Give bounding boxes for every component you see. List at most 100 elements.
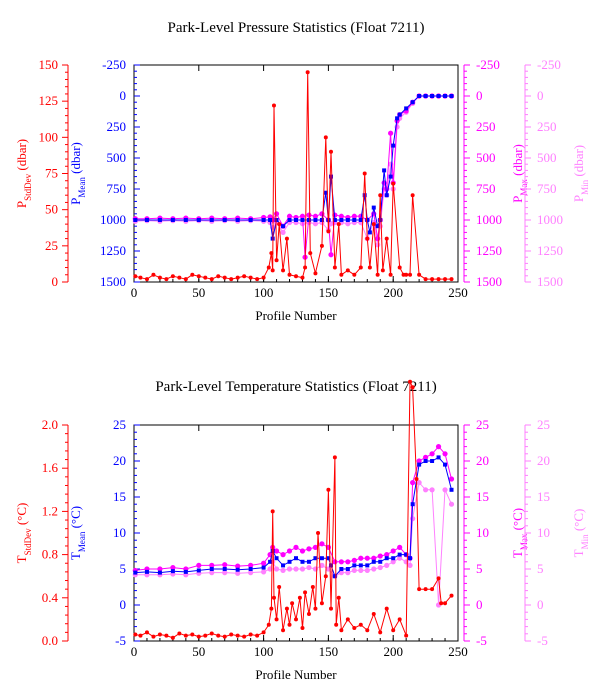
mean-point	[443, 94, 448, 98]
min-tick-label: 5	[537, 561, 544, 576]
max-tick-label: -5	[476, 633, 487, 648]
min-point	[248, 570, 254, 576]
plot-frame	[133, 424, 459, 642]
mean-point	[196, 218, 201, 222]
stddev-tick-label: 150	[39, 57, 59, 72]
min-point	[261, 569, 267, 575]
stddev-point	[290, 601, 295, 606]
mean-point	[371, 205, 376, 210]
stddev-point	[261, 275, 266, 280]
min-point	[423, 487, 429, 493]
mean-point	[323, 190, 328, 195]
stddev-point	[378, 193, 383, 198]
max-point	[332, 559, 338, 565]
stddev-point	[410, 385, 415, 390]
stddev-axis-label: PStdDev (dbar)	[14, 139, 33, 208]
min-tick-label: 750	[537, 181, 557, 196]
mean-point	[345, 567, 350, 571]
min-point	[293, 566, 299, 572]
min-point	[384, 562, 390, 569]
max-point	[209, 562, 215, 569]
stddev-point	[281, 628, 286, 633]
mean-point	[408, 556, 413, 561]
x-tick-label: 200	[383, 285, 403, 300]
mean-point	[410, 100, 415, 105]
max-point	[196, 562, 202, 569]
max-point	[390, 548, 396, 554]
stddev-point	[430, 587, 435, 592]
min-point	[448, 501, 455, 507]
mean-point	[365, 218, 370, 222]
stddev-point	[255, 633, 260, 638]
stddev-point	[157, 275, 162, 280]
mean-point	[326, 556, 331, 561]
stddev-point	[380, 268, 385, 273]
x-tick-label: 150	[319, 285, 339, 300]
max-point	[338, 213, 344, 219]
stddev-point	[270, 268, 275, 273]
mean-point	[274, 218, 279, 222]
max-point	[410, 480, 416, 486]
max-axis-label-unit: (°C)	[510, 508, 525, 534]
stddev-point	[328, 149, 333, 154]
max-point	[351, 557, 357, 563]
max-axis-label-sub: Max	[519, 179, 529, 196]
mean-axis-label-sub: Mean	[77, 531, 87, 552]
mean-point	[268, 218, 273, 222]
min-tick-label: -250	[537, 57, 561, 72]
min-axis-label-unit: (dbar)	[571, 145, 586, 180]
stddev-point	[261, 630, 266, 635]
stddev-point	[371, 222, 376, 227]
stddev-point	[294, 617, 298, 622]
max-point	[286, 548, 293, 554]
min-point	[338, 570, 344, 576]
min-tick-label: 0	[537, 597, 544, 612]
mean-point	[352, 563, 357, 568]
x-tick-label: 250	[448, 644, 468, 659]
min-tick-label: 500	[537, 150, 557, 165]
stddev-point	[410, 193, 415, 198]
stddev-point	[316, 531, 321, 535]
x-tick-label: 100	[254, 285, 274, 300]
min-point	[345, 221, 351, 227]
stddev-point	[235, 633, 240, 638]
mean-point	[300, 218, 305, 222]
mean-axis-label-unit: (°C)	[68, 506, 83, 532]
mean-point	[196, 568, 201, 573]
stddev-point	[336, 595, 341, 600]
mean-point	[397, 552, 402, 557]
stddev-point	[449, 593, 454, 598]
min-point	[403, 559, 409, 565]
mean-tick-label: 1500	[100, 274, 126, 289]
stddev-tick-label: 25	[45, 238, 58, 253]
mean-point	[384, 556, 389, 561]
mean-point	[345, 218, 350, 222]
mean-axis-label-unit: (dbar)	[68, 142, 83, 177]
mean-point	[436, 94, 441, 98]
max-series-line	[135, 95, 452, 258]
max-point	[306, 546, 312, 552]
stddev-point	[270, 509, 275, 514]
mean-axis-label-main: P	[68, 198, 83, 205]
max-point	[273, 211, 280, 217]
mean-point	[352, 218, 357, 222]
stddev-point	[229, 277, 234, 282]
min-point	[371, 566, 377, 572]
stddev-point	[430, 277, 435, 282]
mean-tick-label: 750	[107, 181, 127, 196]
mean-point	[328, 174, 333, 179]
min-series-line	[135, 481, 452, 606]
stddev-point	[326, 487, 331, 492]
stddev-point	[248, 275, 253, 280]
min-axis-label: TMin (°C)	[571, 509, 590, 558]
mean-point	[430, 459, 435, 463]
max-point	[338, 559, 344, 565]
min-point	[273, 566, 280, 572]
stddev-point	[151, 634, 156, 639]
stddev-point	[323, 135, 328, 140]
max-tick-label: 1500	[476, 274, 502, 289]
stddev-point	[203, 275, 208, 280]
max-point	[371, 555, 377, 561]
max-axis-label-unit: (dbar)	[510, 144, 525, 179]
